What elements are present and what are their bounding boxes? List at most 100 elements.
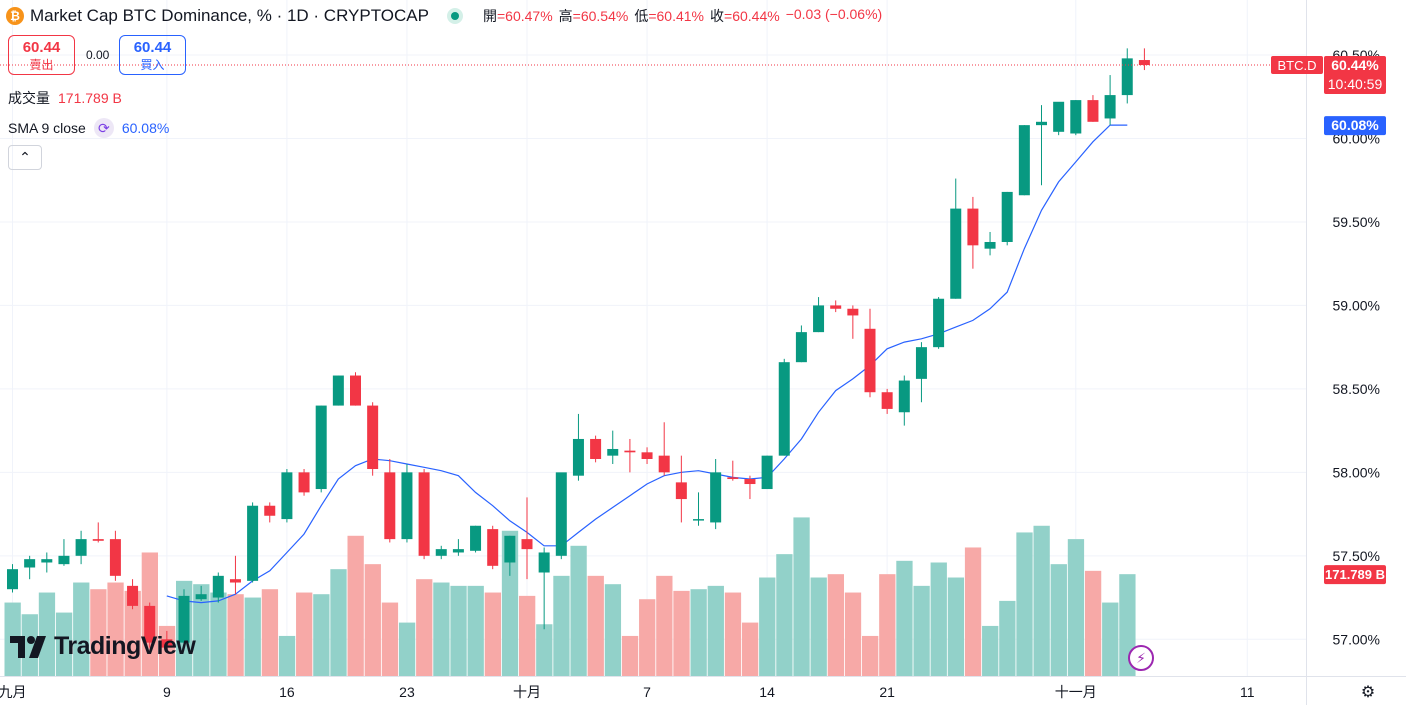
volume-bar [227,594,244,676]
candle-body [624,450,636,453]
ohlc-open: 開=60.47% [483,8,553,24]
candle-body [435,549,447,556]
volume-bar [707,585,724,676]
volume-bar [73,582,90,676]
candle-body [75,539,87,556]
y-tick-label: 57.00% [1333,631,1380,647]
sell-button[interactable]: 60.44 賣出 [8,35,75,75]
sell-label: 賣出 [29,58,54,72]
volume-bar [621,635,639,676]
ohlc-change: −0.03 (−0.06%) [785,6,883,22]
candle-body [367,405,379,470]
candle-body [1036,121,1047,126]
volume-bar [759,577,776,676]
volume-bar [38,592,56,676]
y-tick-label: 59.00% [1333,297,1380,313]
volume-bar [553,575,570,676]
candle-body [658,455,670,473]
flash-icon[interactable]: ⚡ [1128,645,1154,671]
candle-body [1121,58,1133,96]
volume-bar [587,575,604,676]
candle-body [1053,101,1065,132]
candle-body [229,579,241,583]
candle-body [470,525,482,551]
sma-value: 60.08% [121,120,170,136]
symbol-title[interactable]: Market Cap BTC Dominance, % · 1D · CRYPT… [30,6,429,25]
volume-bar [467,585,484,676]
candle-body [7,569,18,590]
volume-bar [793,517,810,676]
candle-body [401,472,413,540]
sell-price: 60.44 [22,39,61,56]
candle-body [572,438,584,476]
volume-bar [381,602,399,676]
volume-bar [484,592,501,676]
candle-body [1104,95,1116,119]
volume-bar [656,575,673,676]
candle-body [384,472,396,540]
candle-body [212,575,224,598]
tradingview-logo[interactable]: TradingView [10,632,196,661]
last-price-label-bg [1324,56,1386,95]
volume-bar [261,589,279,676]
volume-bar [570,545,587,676]
buy-label: 買入 [140,58,165,72]
ohlc-high: 高=60.54% [558,8,629,24]
volume-bar [313,594,330,676]
candle-body [710,472,722,523]
volume-price-label: 171.789 B [1325,567,1385,582]
candle-body [487,529,499,566]
x-tick-label: 11 [1240,684,1255,700]
y-tick-label: 59.50% [1333,214,1380,230]
candle-body [178,595,190,643]
sma-label: SMA 9 close [8,120,86,136]
y-tick-label: 58.00% [1333,464,1380,480]
volume-bar [244,597,261,676]
volume-bar [278,635,296,676]
volume-bar [1050,564,1067,676]
candle-body [538,552,550,573]
sma-legend[interactable]: SMA 9 close ⟳ 60.08% [8,118,169,138]
sma-price-label-bg [1324,116,1386,136]
volume-bar [1084,570,1102,676]
candle-body [693,519,704,521]
volume-bar [501,530,519,676]
candle-body [1018,125,1030,196]
y-tick-label: 58.50% [1333,381,1380,397]
volume-bar [90,589,107,676]
volume-bar [776,554,793,676]
volume-label: 成交量 [8,90,50,106]
candle-body [298,472,310,493]
candle-body [1001,191,1013,242]
market-status-icon[interactable] [447,8,463,24]
volume-bar [879,574,896,676]
volume-bar [398,622,416,676]
volume-bar [896,560,913,676]
settings-icon[interactable]: ⚙ [1360,684,1376,701]
ohlc-close: 收=60.44% [710,8,780,24]
candle-body [521,539,533,550]
buy-button[interactable]: 60.44 買入 [119,35,186,75]
x-tick-label: 21 [879,684,895,700]
x-tick-label: 16 [279,684,295,700]
volume-bar [639,599,656,676]
volume-bar [913,585,930,676]
candle-body [92,539,104,541]
candle-body [1138,60,1150,66]
sma-price-label: 60.08% [1331,117,1379,133]
candle-body [504,535,516,563]
candle-body [830,305,842,309]
volume-bar [673,590,690,676]
volume-bar [433,582,450,676]
candle-body [915,347,927,379]
volume-bar [690,589,707,676]
candle-body [607,448,619,456]
volume-bar [999,600,1016,676]
candle-body [418,472,430,556]
volume-value: 171.789 B [58,90,122,106]
collapse-legend-button[interactable]: ⌃ [8,145,42,170]
x-tick-label: 23 [399,684,415,700]
candle-body [761,455,773,490]
volume-legend[interactable]: 成交量 171.789 B [8,88,122,108]
